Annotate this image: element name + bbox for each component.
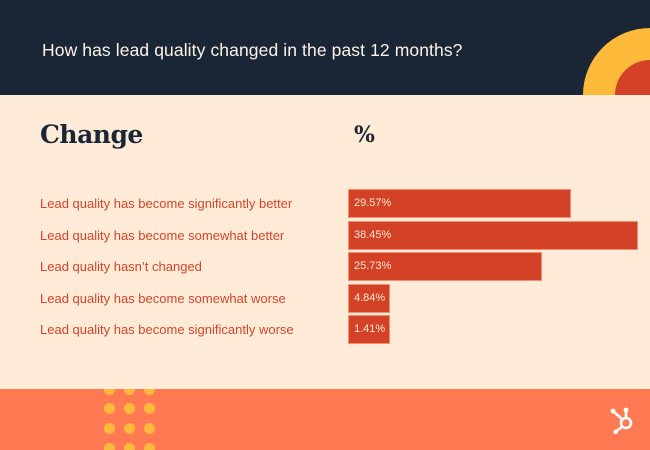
bar: 4.84%: [348, 283, 390, 313]
decorative-dot: [144, 403, 155, 414]
decorative-dot: [104, 403, 115, 414]
bar: 29.57%: [348, 189, 572, 218]
bar: 1.41%: [348, 315, 390, 344]
bar-value-label: 38.45%: [354, 228, 392, 241]
decorative-dot: [144, 423, 155, 434]
decorative-dot: [124, 423, 135, 434]
decorative-dot: [124, 443, 135, 450]
decorative-dot: [124, 403, 135, 414]
footer-band: [0, 389, 650, 450]
decorative-dot: [104, 443, 115, 450]
bar-value-label: 25.73%: [354, 260, 392, 272]
category-label: Lead quality has become significantly wo…: [40, 322, 294, 337]
category-label: Lead quality has become somewhat worse: [40, 290, 286, 306]
decorative-dot: [144, 443, 155, 450]
bar: 25.73%: [348, 252, 543, 281]
category-label: Lead quality hasn’t changed: [40, 259, 202, 274]
hubspot-sprocket-icon: [610, 407, 633, 435]
category-label: Lead quality has become significantly be…: [40, 196, 293, 211]
bar: 38.45%: [348, 220, 638, 250]
chart-title: How has lead quality changed in the past…: [42, 40, 463, 60]
bar-value-label: 1.41%: [354, 323, 386, 335]
category-label: Lead quality has become somewhat better: [40, 227, 285, 243]
decorative-dot: [104, 389, 115, 395]
bar-value-label: 4.84%: [354, 291, 386, 304]
decorative-dot: [104, 423, 115, 434]
decorative-dot: [124, 389, 135, 395]
column-header-percent: %: [354, 122, 375, 148]
decorative-dot: [144, 389, 155, 395]
header-band: How has lead quality changed in the past…: [0, 0, 650, 95]
bar-value-label: 29.57%: [354, 197, 392, 209]
column-header-change: Change: [40, 120, 143, 149]
